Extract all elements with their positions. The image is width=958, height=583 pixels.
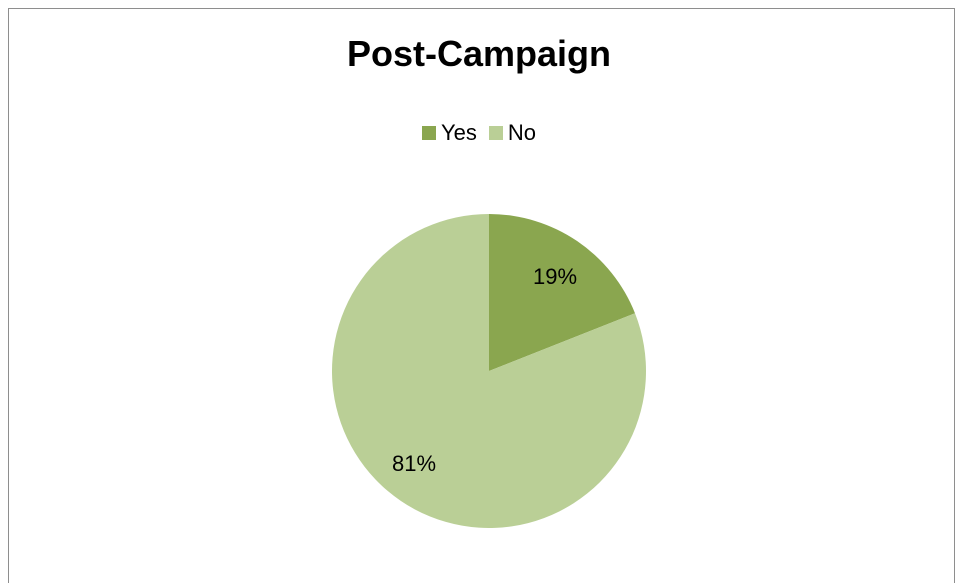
legend-item-yes: Yes: [421, 120, 477, 146]
pie-labels: 19% 81%: [392, 264, 577, 476]
data-label-no: 81%: [392, 451, 436, 476]
chart-legend: Yes No: [0, 120, 958, 146]
legend-item-no: No: [488, 120, 536, 146]
pie-slice-yes: [489, 214, 635, 371]
pie-slices: [332, 214, 646, 528]
legend-swatch-yes: [421, 126, 436, 140]
pie-slice-no: [332, 214, 646, 528]
chart-title: Post-Campaign: [346, 33, 612, 74]
legend-swatch-no: [488, 126, 503, 140]
legend-label-no: No: [507, 120, 536, 145]
legend-label-yes: Yes: [440, 120, 477, 145]
data-label-yes: 19%: [533, 264, 577, 289]
